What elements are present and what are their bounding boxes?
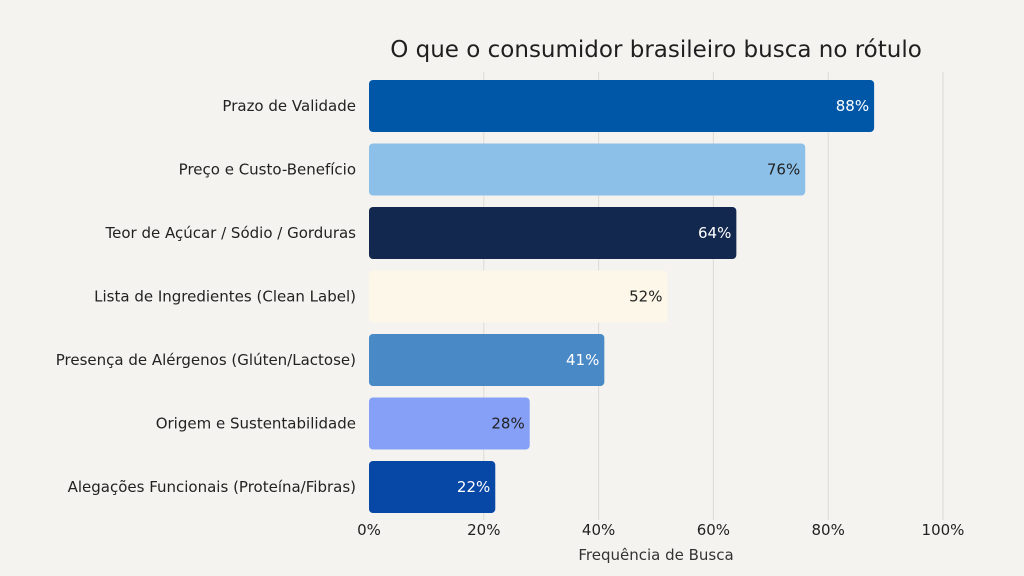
x-tick-label-1: 20% bbox=[467, 521, 500, 539]
x-tick-label-2: 40% bbox=[582, 521, 615, 539]
category-label-2: Preço e Custo-Benefício bbox=[179, 161, 356, 179]
bar-1 bbox=[369, 80, 875, 132]
x-tick-label-3: 60% bbox=[697, 521, 730, 539]
bar-7 bbox=[369, 461, 496, 513]
bar-value-label-2: 76% bbox=[767, 161, 800, 179]
category-label-5: Presença de Alérgenos (Glúten/Lactose) bbox=[56, 351, 356, 369]
bar-2 bbox=[369, 143, 806, 196]
chart-title: O que o consumidor brasileiro busca no r… bbox=[390, 37, 922, 63]
bar-value-label-3: 64% bbox=[698, 224, 731, 242]
x-tick-label-0: 0% bbox=[357, 521, 381, 539]
bar-value-label-5: 41% bbox=[566, 351, 599, 369]
bar-value-label-6: 28% bbox=[491, 415, 524, 433]
category-label-4: Lista de Ingredientes (Clean Label) bbox=[94, 288, 356, 306]
x-tick-label-4: 80% bbox=[812, 521, 845, 539]
x-axis-label: Frequência de Busca bbox=[578, 546, 733, 564]
bar-value-label-7: 22% bbox=[457, 478, 490, 496]
category-labels: Prazo de Validade Preço e Custo-Benefício… bbox=[56, 97, 356, 496]
category-label-7: Alegações Funcionais (Proteína/Fibras) bbox=[68, 478, 356, 496]
bars: 88% 76% 64% 52% 41% 28% 22% bbox=[369, 80, 875, 513]
category-label-6: Origem e Sustentabilidade bbox=[156, 415, 356, 433]
bar-5 bbox=[369, 334, 605, 386]
category-label-3: Teor de Açúcar / Sódio / Gorduras bbox=[105, 224, 357, 242]
bar-6 bbox=[369, 397, 530, 450]
bar-3 bbox=[369, 207, 737, 259]
x-tick-label-5: 100% bbox=[922, 521, 965, 539]
bar-4 bbox=[369, 270, 668, 323]
bar-value-label-4: 52% bbox=[629, 288, 662, 306]
bar-value-label-1: 88% bbox=[836, 97, 869, 115]
x-axis-ticks: 0% 20% 40% 60% 80% 100% bbox=[357, 521, 964, 539]
category-label-1: Prazo de Validade bbox=[222, 97, 356, 115]
